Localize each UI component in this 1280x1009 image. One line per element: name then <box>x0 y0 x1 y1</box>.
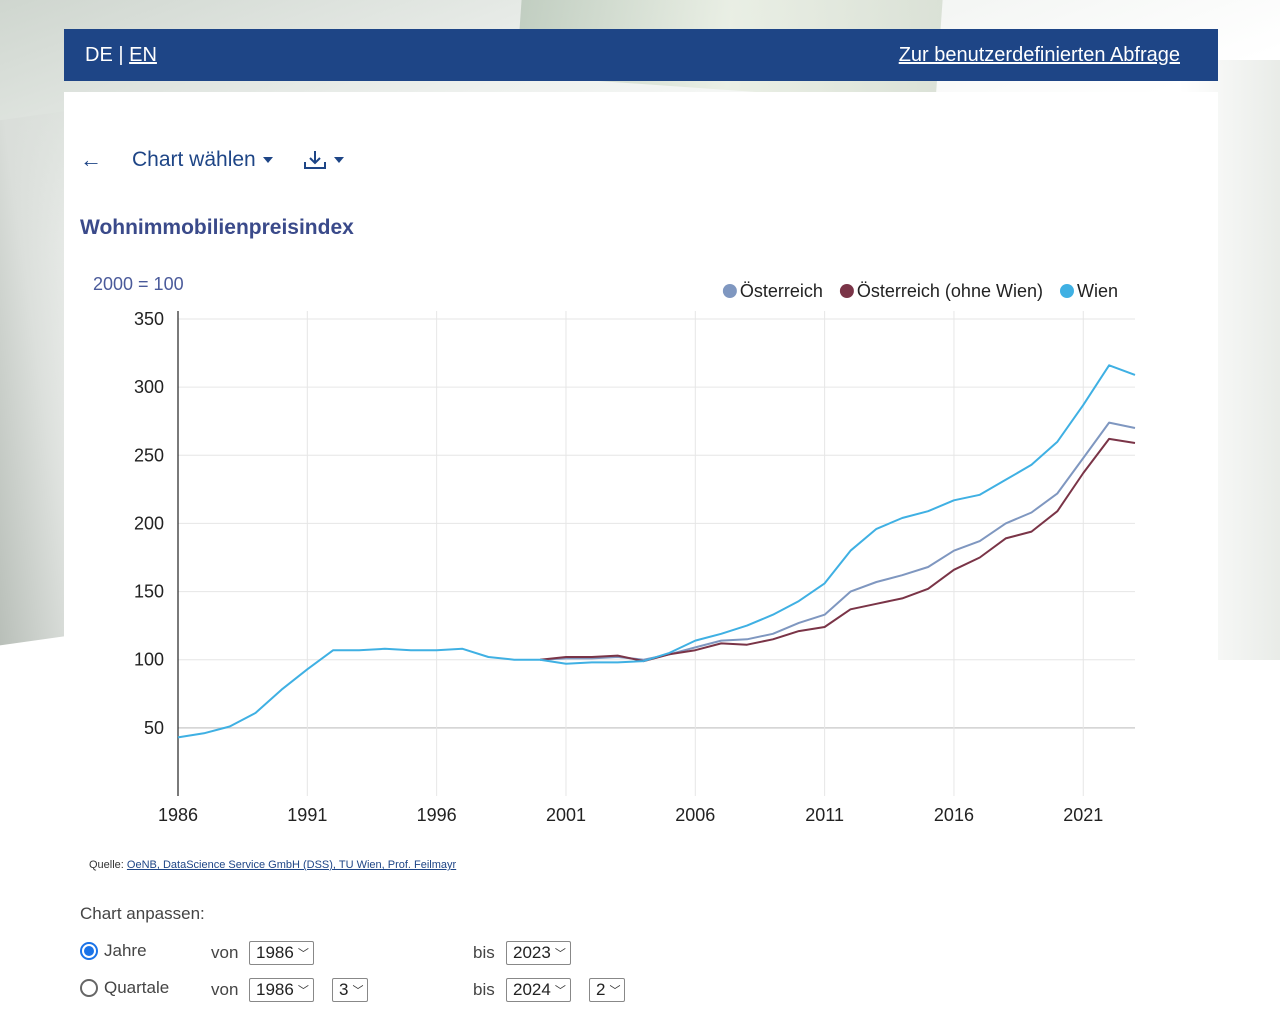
quarters-radio[interactable] <box>80 979 98 997</box>
quarters-from-label: von <box>211 980 239 999</box>
years-to-label: bis <box>473 943 495 962</box>
download-icon <box>303 151 326 169</box>
source-note: Quelle: OeNB, DataScience Service GmbH (… <box>89 859 456 871</box>
series-line <box>539 437 1136 663</box>
chart-select-dropdown[interactable]: Chart wählen <box>132 148 273 172</box>
legend-label: Österreich <box>740 281 823 301</box>
quarters-to-quarter-select[interactable]: 2 ﹀ <box>589 978 626 1002</box>
y-tick-label: 200 <box>134 513 164 533</box>
chevron-down-icon: ﹀ <box>297 985 309 997</box>
quarters-from-year-value: 1986 <box>256 980 294 999</box>
x-tick-label: 1991 <box>287 805 327 825</box>
years-from-select[interactable]: 1986 ﹀ <box>249 941 314 965</box>
y-tick-label: 250 <box>134 445 164 465</box>
quarters-to-quarter-value: 2 <box>596 980 606 999</box>
chevron-down-icon <box>262 157 273 163</box>
years-to-value: 2023 <box>513 943 551 962</box>
x-tick-label: 2011 <box>805 805 844 825</box>
download-dropdown[interactable] <box>303 149 344 171</box>
years-option[interactable]: Jahre <box>80 941 147 961</box>
quarters-from-year-select[interactable]: 1986 ﹀ <box>249 978 314 1002</box>
lang-en-link[interactable]: EN <box>129 43 157 66</box>
x-tick-label: 2006 <box>675 805 715 825</box>
years-radio[interactable] <box>80 942 98 960</box>
x-tick-label: 1986 <box>158 805 198 825</box>
years-from-label: von <box>211 943 239 962</box>
line-chart: 50 100 150 200 250 300 350 1986 1991 1996 2001 2006… <box>93 274 1136 825</box>
legend-marker <box>1059 284 1074 298</box>
quarters-to-label: bis <box>473 980 495 999</box>
years-label: Jahre <box>104 941 147 960</box>
language-switcher: DE | EN <box>85 44 157 67</box>
quarters-option[interactable]: Quartale <box>80 978 169 998</box>
quarters-from-quarter-select[interactable]: 3 ﹀ <box>332 978 369 1002</box>
custom-query-link[interactable]: Zur benutzerdefinierten Abfrage <box>898 43 1180 66</box>
quarters-to-year-select[interactable]: 2024 ﹀ <box>506 978 571 1002</box>
years-from-value: 1986 <box>256 943 294 962</box>
quarters-to-year-value: 2024 <box>513 980 551 999</box>
back-arrow-icon[interactable]: ← <box>80 147 102 172</box>
x-tick-label: 2016 <box>934 805 974 825</box>
chevron-down-icon: ﹀ <box>297 948 309 960</box>
y-tick-label: 150 <box>134 582 164 602</box>
chart-select-label: Chart wählen <box>132 148 256 171</box>
x-tick-label: 2001 <box>546 805 586 825</box>
lang-separator: | <box>118 43 124 66</box>
quarters-from-quarter-value: 3 <box>339 980 349 999</box>
top-navigation-bar: DE | EN Zur benutzerdefinierten Abfrage <box>64 29 1218 81</box>
unit-label: 2000 = 100 <box>93 274 184 294</box>
adjust-label: Chart anpassen: <box>80 904 205 923</box>
quarters-label: Quartale <box>104 978 170 997</box>
legend-marker <box>722 284 737 298</box>
y-tick-label: 100 <box>134 650 164 670</box>
chevron-down-icon: ﹀ <box>352 985 364 997</box>
lang-de: DE <box>85 43 113 66</box>
x-tick-label: 2021 <box>1063 805 1103 825</box>
series-line <box>177 364 1136 739</box>
chart-title: Wohnimmobilienpreisindex <box>80 216 354 239</box>
legend-label: Österreich (ohne Wien) <box>857 281 1043 301</box>
x-tick-label: 1996 <box>417 805 457 825</box>
chevron-down-icon: ﹀ <box>609 985 621 997</box>
chart-toolbar: ← Chart wählen <box>80 143 344 177</box>
legend-marker <box>839 284 854 298</box>
source-link[interactable]: OeNB, DataScience Service GmbH (DSS), TU… <box>126 859 457 871</box>
y-tick-label: 350 <box>134 309 164 329</box>
content-panel <box>64 92 1218 1009</box>
chevron-down-icon: ﹀ <box>554 985 566 997</box>
chevron-down-icon <box>333 157 344 163</box>
source-label: Quelle: <box>89 859 124 871</box>
series-line <box>540 421 1136 661</box>
y-tick-label: 50 <box>144 718 164 738</box>
chevron-down-icon: ﹀ <box>554 948 566 960</box>
y-tick-label: 300 <box>134 377 164 397</box>
years-to-select[interactable]: 2023 ﹀ <box>506 941 571 965</box>
legend-label: Wien <box>1077 281 1118 301</box>
